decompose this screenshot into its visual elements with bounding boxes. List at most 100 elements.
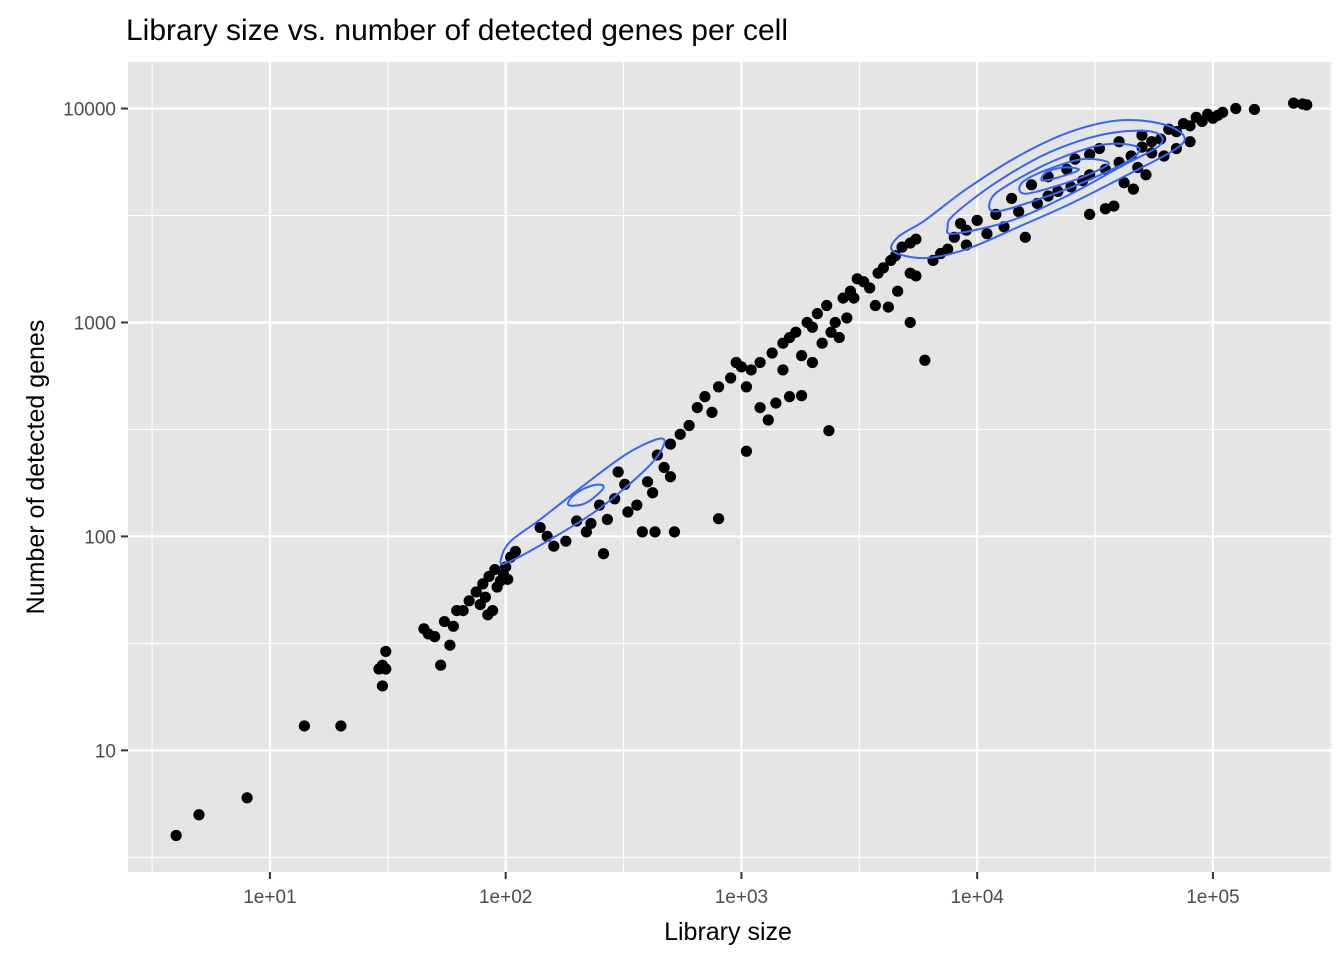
x-tick-label: 1e+04 (950, 887, 1004, 908)
y-tick-label: 100 (84, 527, 116, 548)
data-point (612, 466, 624, 478)
data-point (735, 361, 748, 373)
data-point (658, 461, 670, 474)
data-point (580, 526, 593, 538)
data-point (1177, 118, 1190, 130)
data-point (844, 285, 857, 297)
density-contour-line (988, 142, 1141, 213)
data-point (1248, 103, 1261, 116)
data-point (674, 428, 686, 440)
data-point (1288, 97, 1300, 109)
data-point (841, 312, 853, 324)
data-point (1184, 136, 1196, 148)
data-point (649, 526, 661, 538)
data-point (783, 391, 796, 403)
data-point (829, 316, 841, 329)
data-point (1099, 203, 1112, 215)
data-point (479, 591, 491, 603)
data-point (491, 581, 503, 593)
data-point (919, 354, 931, 366)
data-point (885, 254, 897, 267)
data-point (1217, 106, 1229, 118)
data-point (712, 513, 725, 525)
density-contours (499, 119, 1186, 565)
x-tick-label: 1e+05 (1186, 887, 1239, 908)
data-point (706, 406, 718, 418)
x-axis-ticks: 1e+01 1e+02 1e+03 1e+04 1e+05 (243, 872, 1240, 908)
data-point (193, 809, 205, 821)
data-point (170, 829, 182, 842)
data-point (463, 595, 475, 607)
data-point (892, 285, 904, 297)
data-point (725, 372, 737, 384)
y-axis-ticks: 10 100 1000 10000 (63, 100, 128, 762)
data-point (622, 506, 634, 518)
data-point (593, 499, 606, 511)
plot-panel (128, 62, 1332, 872)
data-point (664, 438, 677, 450)
data-point (777, 364, 789, 376)
density-contour-line (499, 437, 666, 565)
data-point (438, 615, 451, 628)
density-contour-line (890, 119, 1186, 260)
data-point (1118, 177, 1130, 189)
data-point (691, 402, 703, 414)
data-point (754, 356, 766, 369)
data-point (482, 609, 494, 621)
data-point (981, 228, 993, 240)
data-point (1230, 102, 1242, 115)
data-point (585, 517, 597, 530)
density-contour-line (566, 483, 605, 507)
data-point (1113, 136, 1125, 148)
data-point (1202, 108, 1214, 120)
data-point (502, 573, 514, 585)
x-tick-label: 1e+02 (479, 887, 532, 908)
data-point (806, 321, 818, 333)
data-point (833, 331, 845, 344)
x-axis-label: Library size (664, 918, 792, 946)
data-point (1006, 192, 1018, 205)
data-point (770, 397, 782, 409)
y-axis-label: Number of detected genes (22, 320, 50, 615)
y-tick-label: 10 (95, 741, 116, 762)
data-point (447, 620, 459, 632)
data-point (489, 563, 501, 576)
data-point (796, 350, 808, 362)
data-point (811, 308, 823, 320)
density-contour-line (1040, 166, 1080, 182)
data-point (429, 631, 441, 643)
data-point (904, 316, 916, 329)
data-point (762, 414, 774, 426)
data-point (560, 535, 572, 547)
data-point (816, 337, 828, 349)
data-point (783, 331, 796, 344)
density-contour-line (945, 129, 1164, 235)
data-point (457, 605, 469, 617)
data-point (601, 513, 613, 526)
data-point (1084, 208, 1096, 220)
data-point (882, 301, 894, 313)
data-point (470, 586, 482, 598)
data-point (668, 526, 681, 538)
data-point (444, 639, 456, 651)
data-point (766, 347, 778, 359)
data-point (647, 487, 659, 499)
data-point (1013, 205, 1025, 218)
data-point (1136, 129, 1148, 141)
data-point (1127, 183, 1140, 195)
data-point (509, 545, 522, 558)
data-point (609, 493, 621, 505)
density-contour-line (1018, 157, 1110, 195)
data-point (335, 720, 347, 732)
x-tick-label: 1e+01 (243, 887, 296, 908)
data-point (825, 326, 837, 338)
data-point (1084, 148, 1096, 161)
data-point (1140, 169, 1152, 181)
data-point (631, 499, 643, 511)
data-point (806, 356, 818, 369)
chart-title: Library size vs. number of detected gene… (126, 14, 788, 47)
data-point (837, 292, 849, 304)
data-point (699, 391, 711, 403)
y-tick-label: 10000 (63, 100, 116, 121)
data-point (971, 214, 983, 226)
